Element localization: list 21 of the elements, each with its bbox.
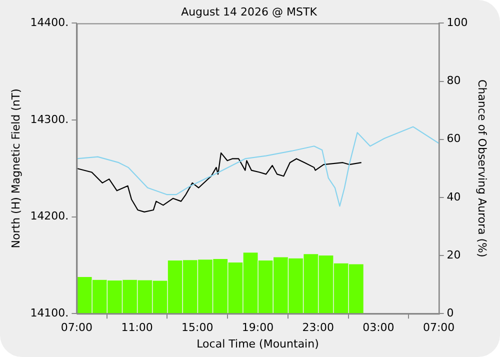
y2-tick-label: 60 (446, 132, 461, 146)
x-tick-label: 15:00 (182, 321, 214, 334)
y-tick-label: 14400. (30, 16, 69, 30)
y2-axis-title: Chance of Observing Aurora (%) (476, 80, 489, 258)
chart-title: August 14 2026 @ MSTK (181, 5, 318, 18)
y2-tick-label: 100 (446, 16, 468, 30)
y2-tick-label: 80 (446, 74, 461, 88)
x-axis-title: Local Time (Mountain) (196, 337, 319, 350)
x-tick-label: 19:00 (242, 321, 274, 334)
y2-tick-label: 0 (446, 306, 454, 320)
y-tick-label: 14300. (30, 112, 69, 126)
x-tick-label: 03:00 (362, 321, 394, 334)
x-tick-label: 07:00 (422, 321, 455, 334)
x-tick-label: 23:00 (302, 321, 334, 334)
x-tick-label: 11:00 (121, 321, 153, 334)
x-tick-label: 07:00 (60, 321, 93, 334)
y-tick-label: 14100. (30, 306, 69, 320)
y-tick-label: 14200. (30, 210, 69, 223)
y-axis-title: North (H) Magnetic Field (nT) (9, 88, 22, 248)
y2-tick-label: 40 (446, 190, 461, 204)
y2-tick-label: 20 (446, 248, 461, 262)
